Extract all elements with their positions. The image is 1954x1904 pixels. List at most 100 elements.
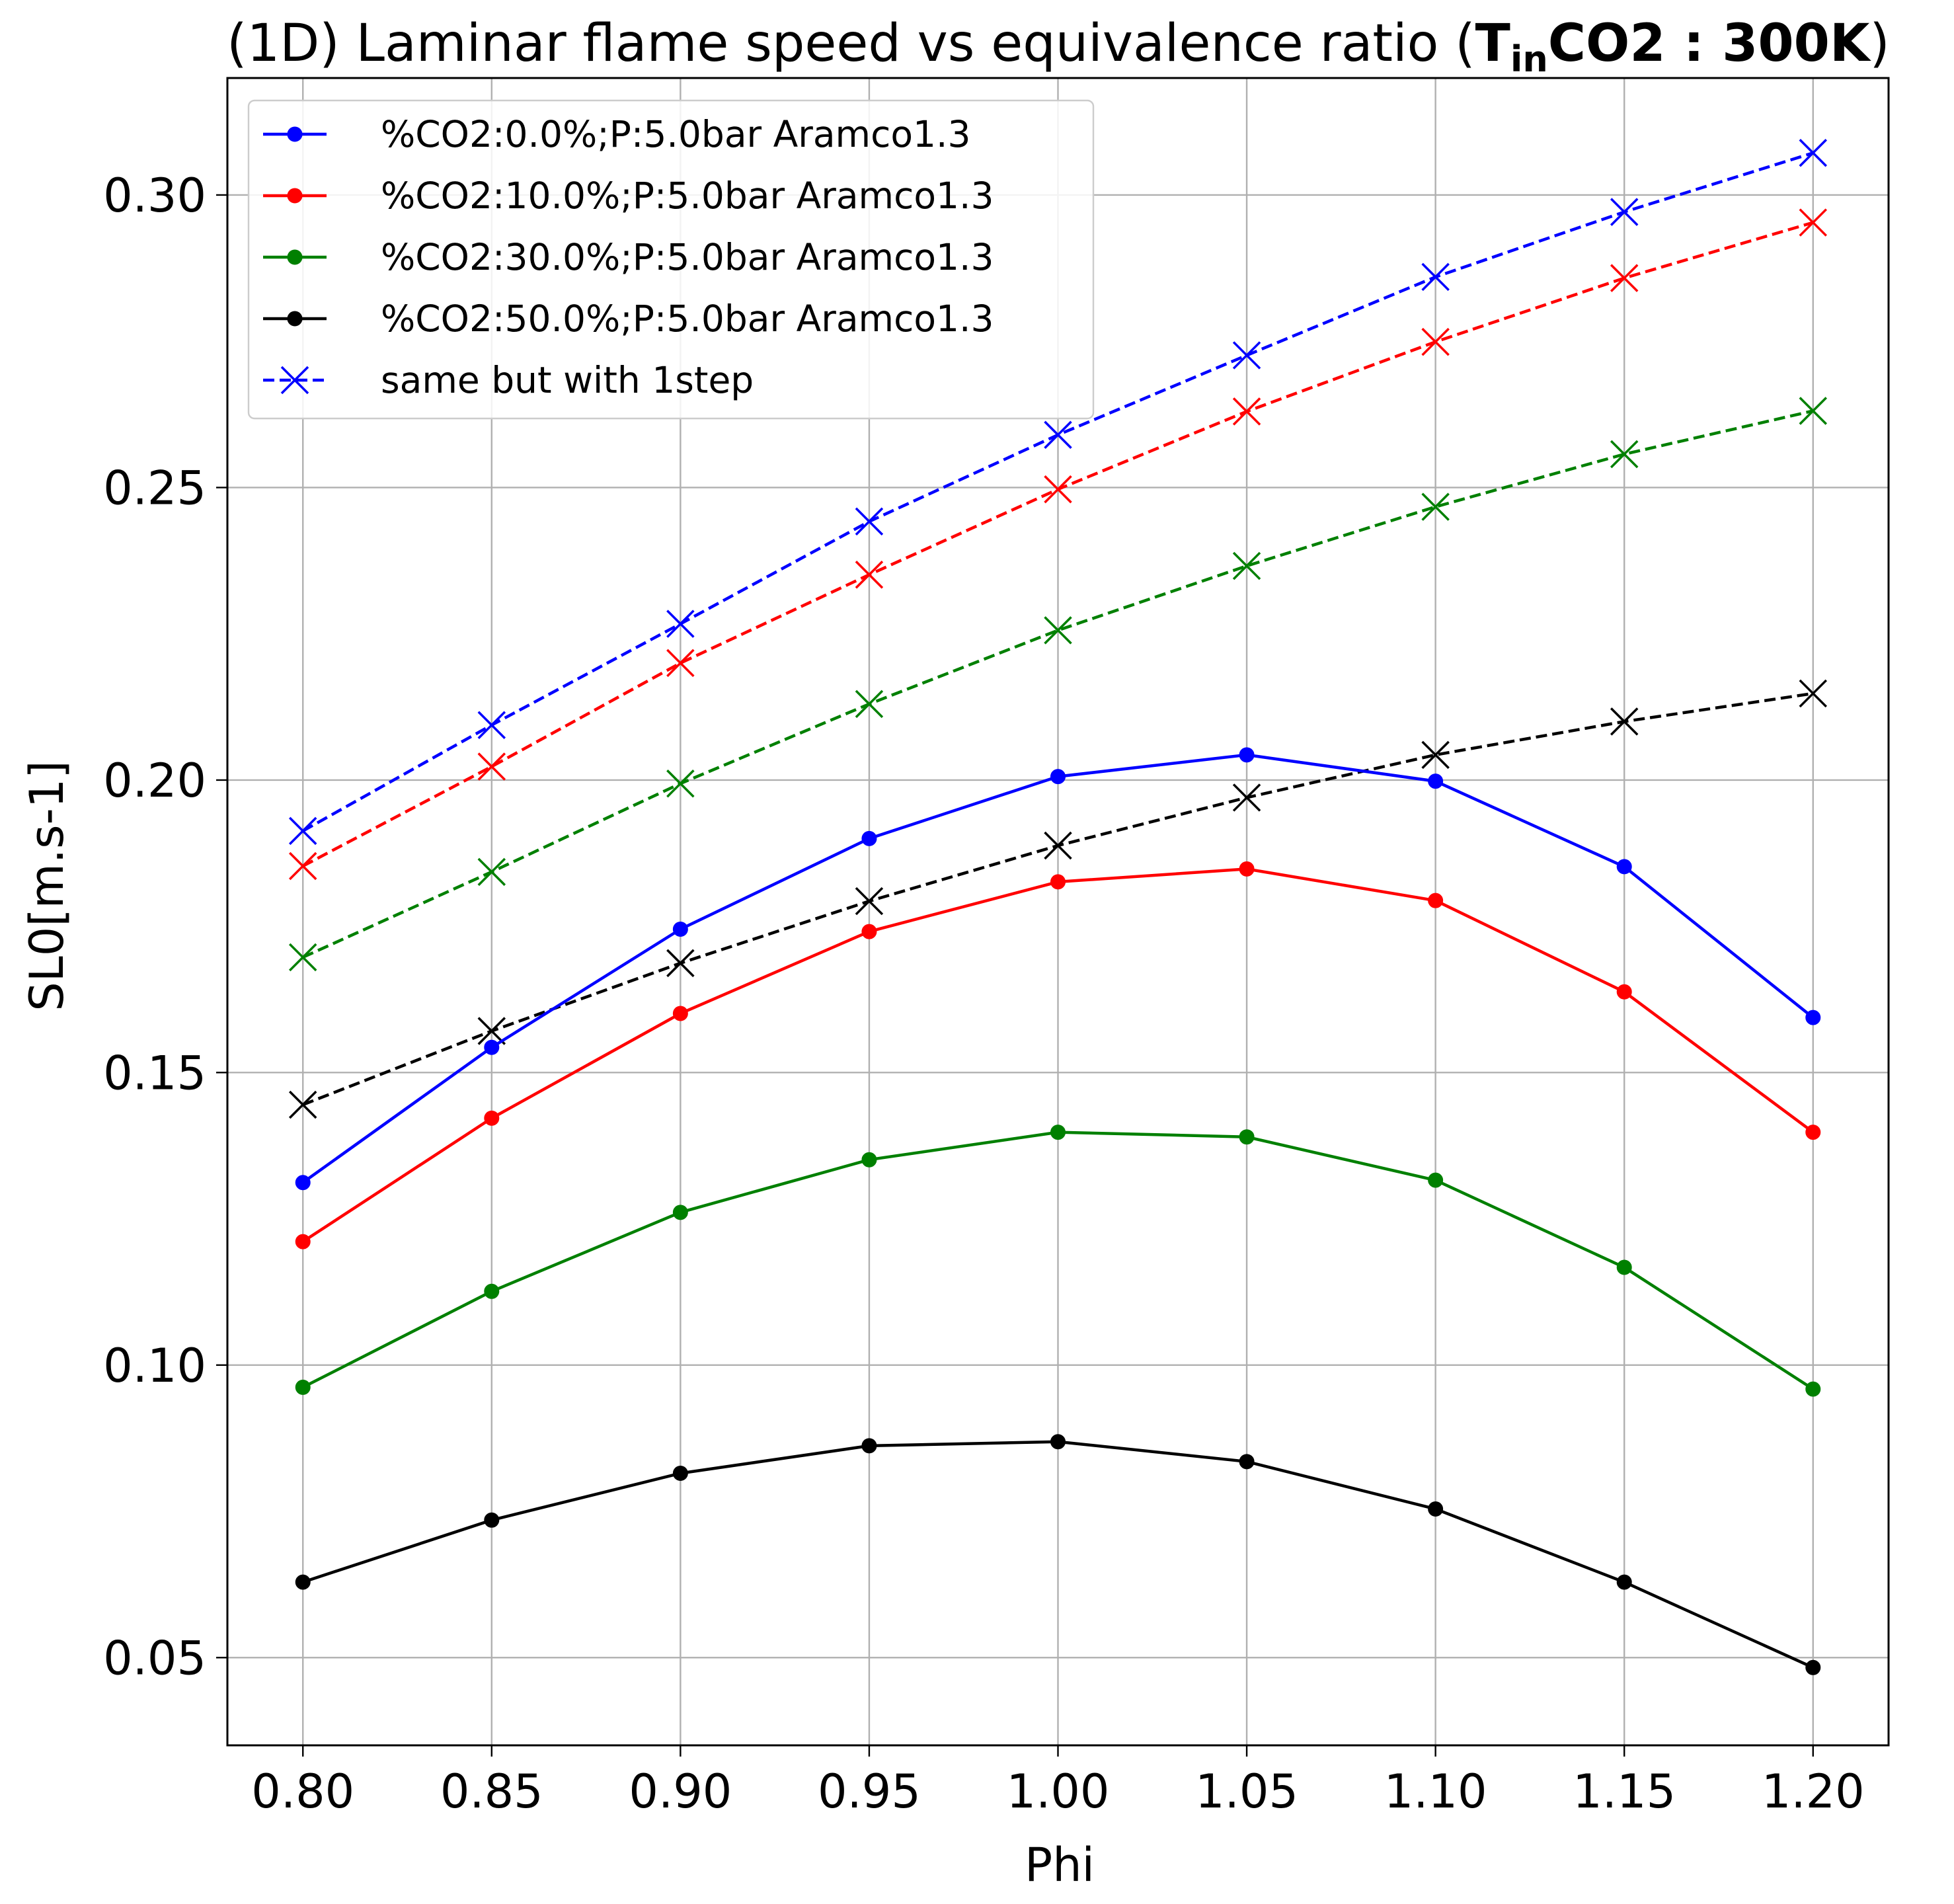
data-point — [295, 1574, 311, 1590]
marker-stroke — [477, 711, 506, 739]
data-point — [672, 922, 688, 937]
data-point — [1232, 341, 1261, 370]
data-point — [666, 949, 695, 978]
data-point — [1610, 198, 1639, 226]
data-point — [1610, 264, 1639, 292]
series-3 — [295, 1434, 1821, 1675]
x-tick-label: 0.80 — [251, 1765, 354, 1819]
data-point — [1616, 1574, 1632, 1590]
marker-stroke — [1610, 198, 1639, 226]
marker-stroke — [1610, 264, 1639, 292]
x-axis-label: Phi — [1025, 1838, 1095, 1892]
data-point — [855, 690, 884, 719]
marker-stroke — [855, 507, 884, 536]
data-point — [1610, 440, 1639, 469]
x-tick-label: 0.95 — [818, 1765, 921, 1819]
data-point — [855, 887, 884, 916]
data-point — [1044, 616, 1072, 645]
x-tick-label: 1.10 — [1384, 1765, 1487, 1819]
marker-stroke — [1799, 208, 1828, 237]
data-point — [855, 507, 884, 536]
data-point — [477, 711, 506, 739]
marker-stroke — [1421, 740, 1450, 770]
data-point — [1421, 493, 1450, 521]
marker-stroke — [1610, 707, 1639, 736]
data-point — [666, 769, 695, 798]
data-point — [666, 610, 695, 638]
data-point — [484, 1039, 500, 1055]
series-0 — [295, 747, 1821, 1191]
x-tick-label: 1.15 — [1573, 1765, 1676, 1819]
data-point — [288, 1090, 317, 1119]
legend-box — [247, 99, 1095, 420]
data-point — [1050, 769, 1066, 785]
data-point — [861, 924, 877, 939]
data-point — [1616, 1259, 1632, 1275]
legend-marker — [287, 249, 303, 265]
y-axis: 0.05 0.10 0.15 0.20 0.25 0.30 — [103, 169, 227, 1685]
marker-stroke — [477, 1017, 506, 1045]
data-point — [1044, 420, 1072, 450]
marker-stroke — [1044, 616, 1072, 645]
marker-stroke — [855, 561, 884, 589]
marker-stroke — [666, 949, 695, 978]
y-tick-label: 0.05 — [103, 1631, 206, 1685]
data-point — [1239, 1454, 1255, 1470]
marker-stroke — [1232, 551, 1261, 580]
data-point — [1616, 859, 1632, 875]
marker-stroke — [1610, 440, 1639, 469]
data-point — [1050, 1434, 1066, 1450]
marker-stroke — [288, 943, 317, 972]
data-point — [672, 1466, 688, 1482]
marker-stroke — [288, 816, 317, 846]
series-layer — [288, 139, 1828, 1675]
data-point — [1050, 874, 1066, 890]
data-point — [295, 1234, 311, 1250]
marker-stroke — [1044, 831, 1072, 860]
title-suffix: ) — [1869, 14, 1889, 73]
y-axis-label: SL0[m.s-1] — [20, 760, 74, 1011]
data-point — [484, 1512, 500, 1528]
legend-label: %CO2:30.0%;P:5.0bar Aramco1.3 — [381, 236, 994, 278]
data-point — [1421, 262, 1450, 292]
marker-stroke — [666, 649, 695, 678]
data-point — [861, 830, 877, 846]
marker-stroke — [666, 769, 695, 798]
data-point — [1044, 831, 1072, 860]
title-bold-rest: CO2 : 300K — [1548, 14, 1871, 73]
marker-stroke — [288, 852, 317, 881]
data-point — [1428, 1501, 1444, 1517]
legend-label: %CO2:50.0%;P:5.0bar Aramco1.3 — [381, 298, 994, 340]
data-point — [1232, 783, 1261, 812]
y-tick-label: 0.10 — [103, 1339, 206, 1393]
data-point — [288, 943, 317, 972]
marker-stroke — [1421, 493, 1450, 521]
legend-entry: %CO2:30.0%;P:5.0bar Aramco1.3 — [263, 236, 994, 278]
x-axis: 0.80 0.85 0.90 0.95 1.00 1.05 1.10 1.15 1.20 — [251, 1745, 1865, 1819]
series-1 — [295, 861, 1821, 1250]
marker-stroke — [280, 366, 309, 395]
legend-entry: %CO2:10.0%;P:5.0bar Aramco1.3 — [263, 175, 994, 217]
data-point — [1799, 208, 1828, 237]
data-point — [477, 752, 506, 781]
data-point — [484, 1283, 500, 1299]
title-prefix: (1D) Laminar flame speed vs equivalence … — [227, 14, 1475, 73]
data-point — [1232, 551, 1261, 580]
data-point — [861, 1438, 877, 1454]
marker-stroke — [477, 752, 506, 781]
title-bold-subscript: in — [1510, 38, 1548, 80]
data-point — [1239, 1129, 1255, 1145]
data-point — [1799, 679, 1828, 708]
data-point — [295, 1175, 311, 1191]
title-bold-main: T — [1475, 14, 1510, 73]
series-4 — [288, 139, 1828, 846]
marker-stroke — [1799, 397, 1828, 425]
legend-entry: %CO2:0.0%;P:5.0bar Aramco1.3 — [263, 113, 971, 155]
data-point — [1428, 892, 1444, 908]
y-tick-label: 0.25 — [103, 461, 206, 515]
marker-stroke — [477, 857, 506, 887]
data-point — [666, 649, 695, 678]
marker-stroke — [1232, 397, 1261, 426]
data-point — [1610, 707, 1639, 736]
